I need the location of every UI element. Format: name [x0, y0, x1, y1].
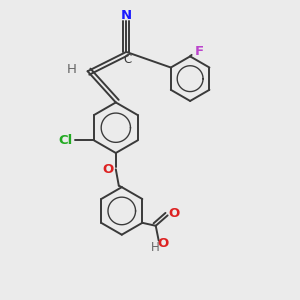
Text: O: O — [103, 163, 114, 176]
Text: H: H — [66, 63, 76, 76]
Text: C: C — [123, 53, 131, 66]
Text: N: N — [121, 9, 132, 22]
Text: O: O — [168, 206, 179, 220]
Text: O: O — [158, 237, 169, 250]
Text: Cl: Cl — [58, 134, 73, 147]
Text: F: F — [194, 45, 204, 58]
Text: H: H — [152, 241, 160, 254]
